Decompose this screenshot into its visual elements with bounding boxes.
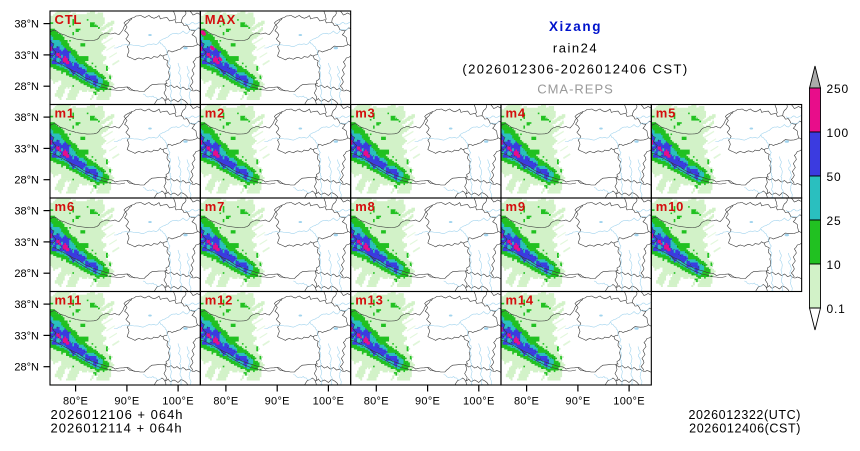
svg-text:100°E: 100°E — [162, 396, 194, 408]
svg-text:80°E: 80°E — [514, 396, 539, 408]
svg-text:33°N: 33°N — [14, 143, 39, 155]
svg-text:38°N: 38°N — [14, 112, 39, 124]
svg-text:90°E: 90°E — [114, 396, 139, 408]
svg-text:CTL: CTL — [55, 12, 83, 27]
svg-text:33°N: 33°N — [14, 330, 39, 342]
svg-text:100°E: 100°E — [613, 396, 645, 408]
svg-text:38°N: 38°N — [14, 206, 39, 218]
svg-text:10: 10 — [827, 258, 842, 272]
svg-text:28°N: 28°N — [14, 362, 39, 374]
svg-text:80°E: 80°E — [213, 396, 238, 408]
svg-text:90°E: 90°E — [415, 396, 440, 408]
svg-text:2026012114 + 064h: 2026012114 + 064h — [51, 421, 183, 436]
svg-text:90°E: 90°E — [565, 396, 590, 408]
svg-text:m1: m1 — [55, 106, 75, 121]
svg-text:m4: m4 — [506, 106, 526, 121]
svg-text:m6: m6 — [55, 199, 75, 214]
svg-text:100°E: 100°E — [313, 396, 345, 408]
svg-text:80°E: 80°E — [63, 396, 88, 408]
svg-text:38°N: 38°N — [14, 19, 39, 31]
svg-text:m9: m9 — [506, 199, 526, 214]
svg-text:m13: m13 — [355, 293, 383, 308]
svg-text:m8: m8 — [355, 199, 375, 214]
svg-text:50: 50 — [827, 170, 842, 184]
svg-text:MAX: MAX — [205, 12, 236, 27]
svg-text:2026012406(CST): 2026012406(CST) — [689, 422, 801, 436]
svg-text:m5: m5 — [656, 106, 676, 121]
svg-text:38°N: 38°N — [14, 299, 39, 311]
svg-text:0.1: 0.1 — [827, 302, 846, 316]
svg-text:33°N: 33°N — [14, 50, 39, 62]
svg-text:25: 25 — [827, 214, 842, 228]
svg-text:2026012322(UTC): 2026012322(UTC) — [688, 408, 801, 422]
svg-text:100: 100 — [827, 126, 849, 140]
svg-text:28°N: 28°N — [14, 268, 39, 280]
svg-text:100°E: 100°E — [463, 396, 495, 408]
svg-text:m3: m3 — [355, 106, 375, 121]
svg-text:m2: m2 — [205, 106, 225, 121]
svg-text:250: 250 — [827, 82, 849, 96]
svg-text:2026012106 + 064h: 2026012106 + 064h — [51, 407, 184, 422]
svg-text:90°E: 90°E — [265, 396, 290, 408]
svg-text:m12: m12 — [205, 293, 233, 308]
svg-text:rain24: rain24 — [553, 41, 598, 56]
svg-text:CMA-REPS: CMA-REPS — [537, 82, 614, 97]
svg-text:28°N: 28°N — [14, 81, 39, 93]
svg-text:(2026012306-2026012406 CST): (2026012306-2026012406 CST) — [462, 62, 688, 77]
svg-text:33°N: 33°N — [14, 237, 39, 249]
svg-text:m7: m7 — [205, 199, 225, 214]
svg-text:m14: m14 — [506, 293, 534, 308]
svg-text:Xizang: Xizang — [549, 19, 602, 34]
svg-text:80°E: 80°E — [364, 396, 389, 408]
svg-text:m11: m11 — [55, 293, 83, 308]
svg-text:m10: m10 — [656, 199, 684, 214]
svg-text:28°N: 28°N — [14, 175, 39, 187]
